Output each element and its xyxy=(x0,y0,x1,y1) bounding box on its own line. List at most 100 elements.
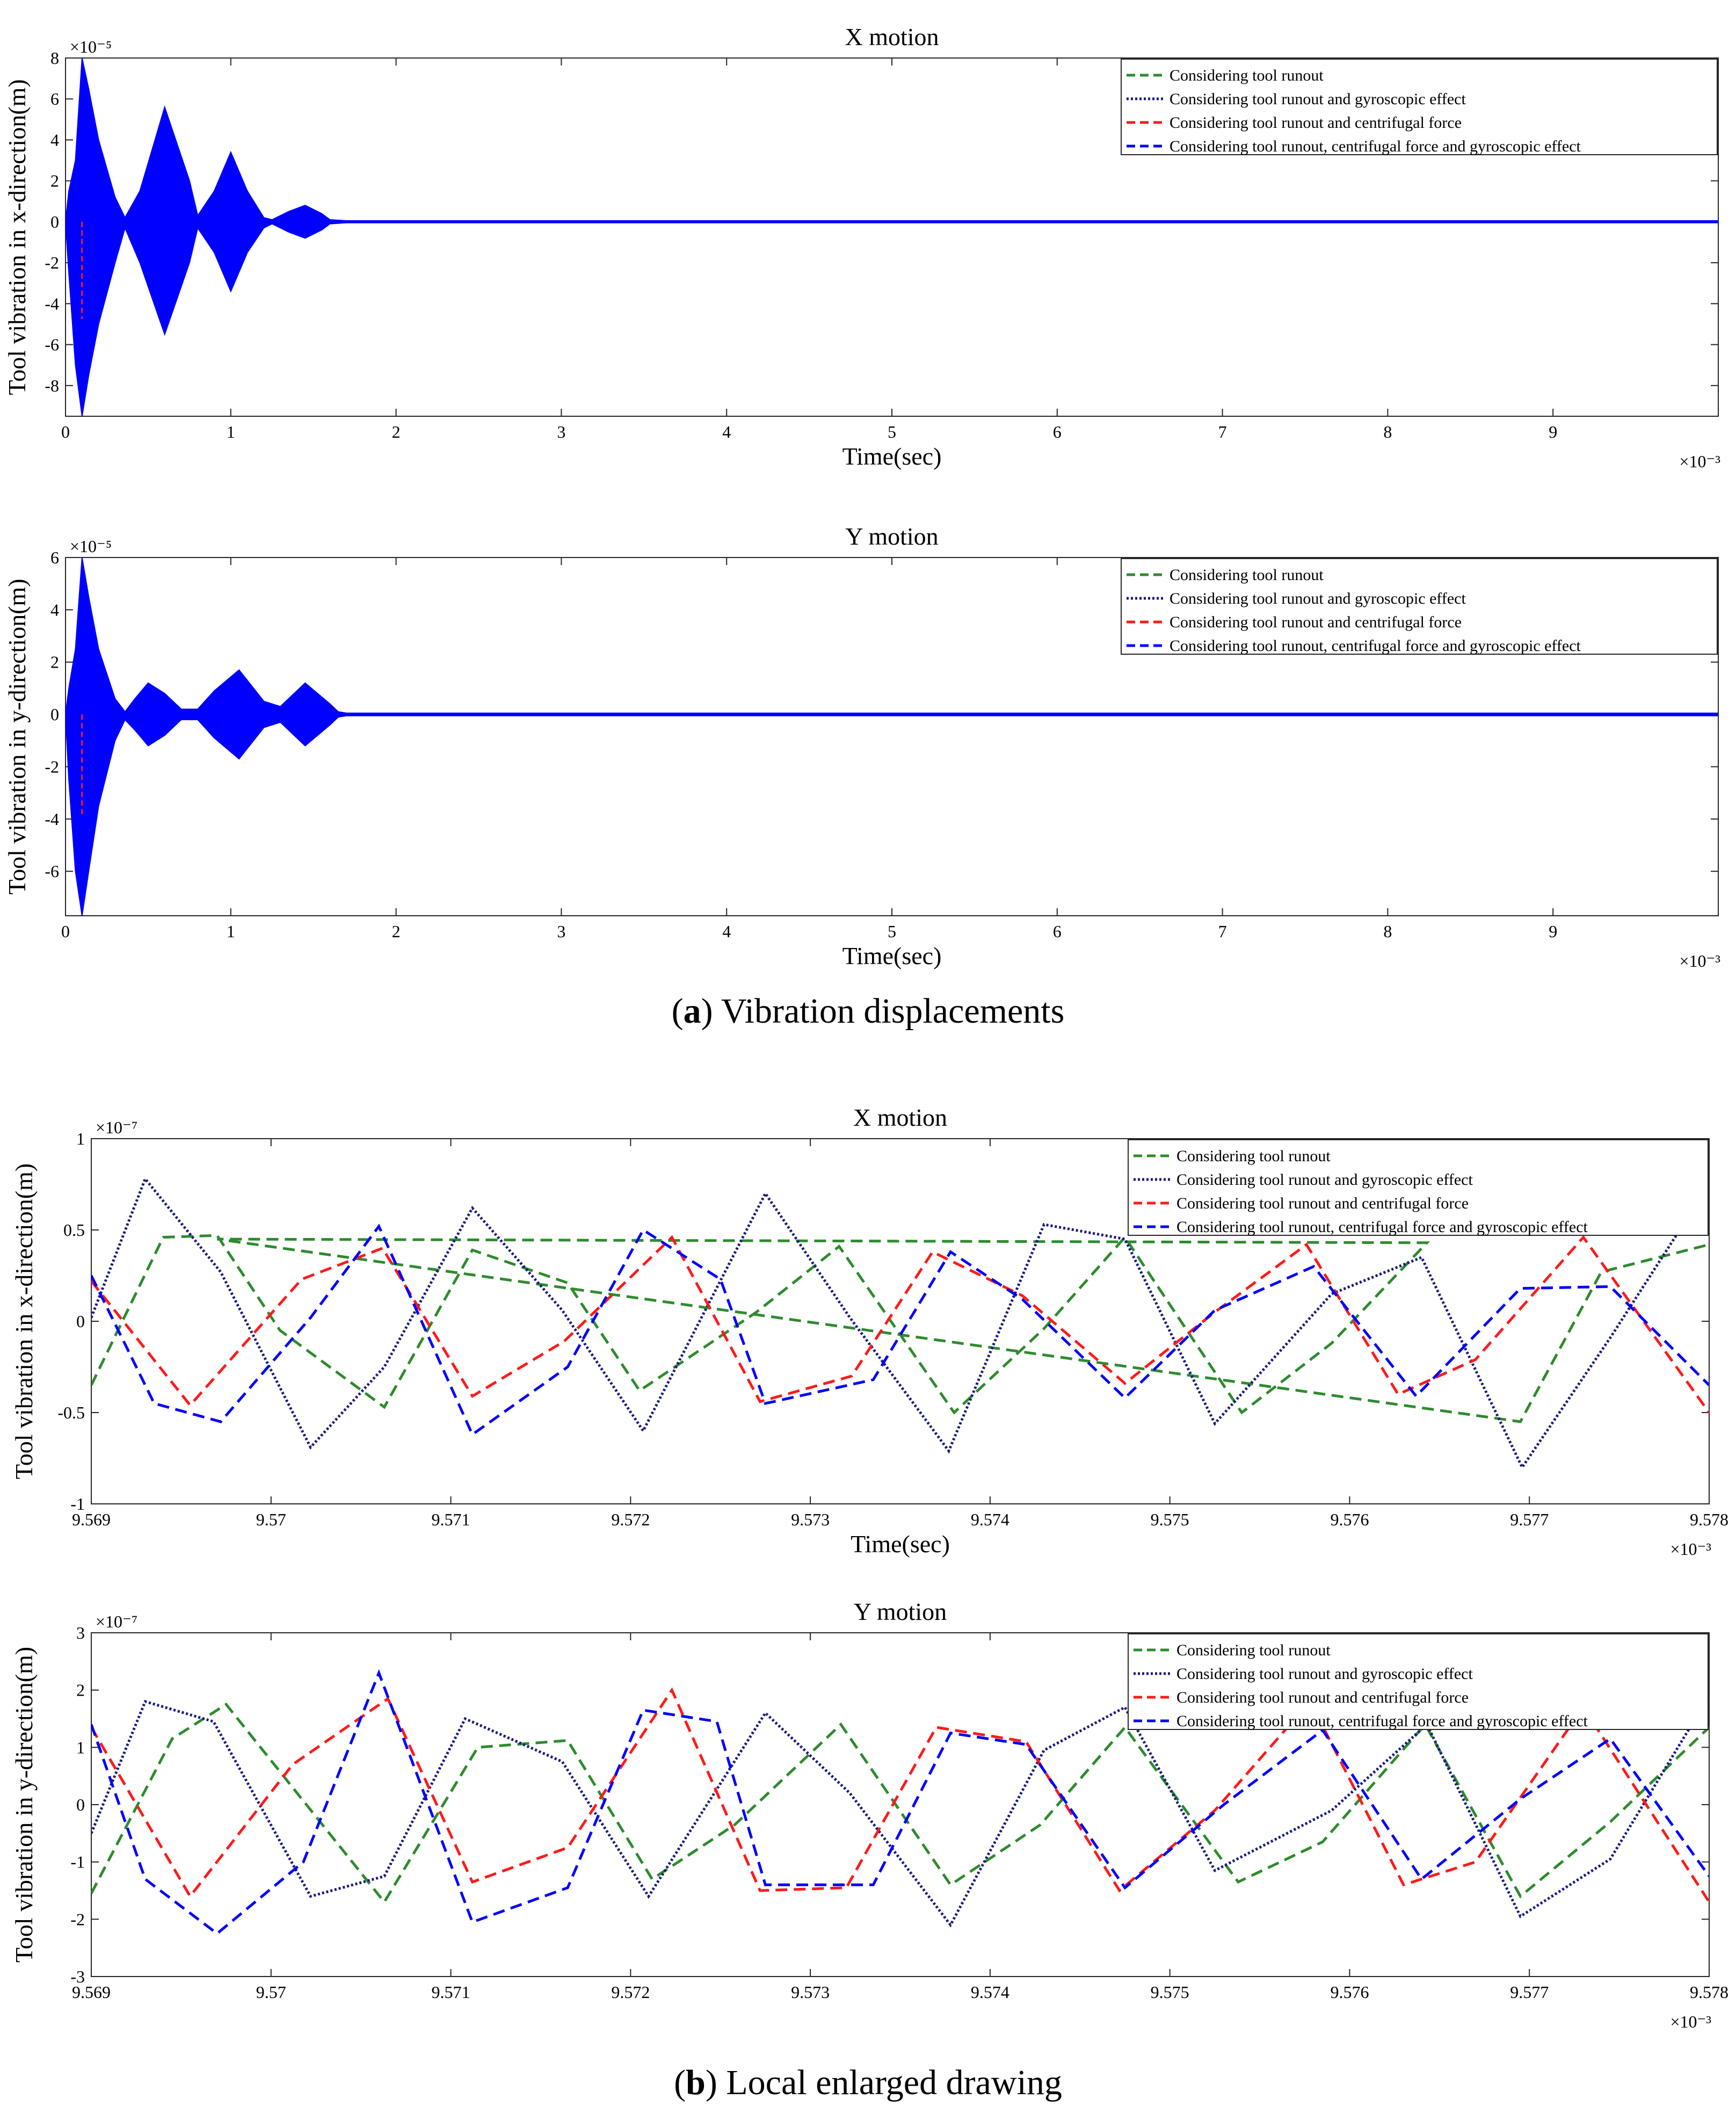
y-axis-label: Tool vibration in y-direction(m) xyxy=(10,1647,38,1963)
series-line-red xyxy=(91,1687,1709,1903)
legend-label: Considering tool runout xyxy=(1170,67,1324,84)
y-tick-label: -4 xyxy=(45,294,59,313)
chart-title: Y motion xyxy=(854,1598,947,1625)
x-tick-label: 9.577 xyxy=(1510,1510,1549,1529)
legend-label: Considering tool runout xyxy=(1176,1641,1331,1659)
x-multiplier: ×10⁻³ xyxy=(1679,951,1720,971)
y-tick-label: 1 xyxy=(76,1738,85,1757)
y-tick-label: -1 xyxy=(70,1852,85,1872)
y-tick-label: 0 xyxy=(50,212,59,231)
legend-box xyxy=(1128,1633,1709,1730)
legend-label: Considering tool runout and centrifugal … xyxy=(1176,1689,1469,1706)
legend-label: Considering tool runout, centrifugal for… xyxy=(1176,1712,1588,1730)
x-tick-label: 9.57 xyxy=(256,1510,286,1529)
legend-label: Considering tool runout and gyroscopic e… xyxy=(1170,590,1466,607)
x-tick-label: 9.573 xyxy=(791,1982,830,2002)
series-group xyxy=(66,58,1718,416)
x-tick-label: 7 xyxy=(1218,422,1227,441)
x-tick-label: 5 xyxy=(888,922,896,941)
chart-a-y: Y motion 0 1 2 3 4 5 6 7 8 9 -6 -4 -2 0 2 4 6 ×10⁻⁵ ×10⁻³ Ti… xyxy=(3,523,1720,971)
x-tick-label: 9.569 xyxy=(72,1510,111,1529)
legend-box xyxy=(1128,1139,1709,1236)
y-tick-label: -4 xyxy=(45,809,59,829)
x-axis-label: Time(sec) xyxy=(851,1530,950,1558)
x-tick-label: 9.577 xyxy=(1510,1982,1549,2002)
legend-label: Considering tool runout, centrifugal for… xyxy=(1176,1218,1588,1236)
x-tick-label: 8 xyxy=(1383,422,1392,441)
legend-label: Considering tool runout, centrifugal for… xyxy=(1170,637,1581,655)
x-tick-label: 4 xyxy=(722,922,731,941)
caption-a: (a) Vibration displacements xyxy=(671,991,1065,1031)
legend-label: Considering tool runout and centrifugal … xyxy=(1170,613,1462,631)
series-line-navy xyxy=(91,1176,1709,1470)
series-group xyxy=(66,558,1718,916)
series-line-green xyxy=(91,1234,1709,1423)
x-tick-label: 3 xyxy=(557,922,565,941)
y-tick-label: 0 xyxy=(50,705,59,724)
y-tick-label: 6 xyxy=(50,548,59,567)
x-tick-label: 1 xyxy=(227,922,235,941)
y-tick-label: -2 xyxy=(45,757,59,776)
y-tick-label: 2 xyxy=(50,653,59,672)
x-tick-label: 9.574 xyxy=(971,1510,1009,1529)
x-tick-label: 1 xyxy=(227,422,235,441)
y-tick-label: 0 xyxy=(76,1795,85,1814)
x-tick-label: 9.571 xyxy=(432,1510,470,1529)
legend-box xyxy=(1121,59,1718,155)
x-tick-label: 7 xyxy=(1218,922,1227,941)
chart-b-y: Y motion 9.569 9.57 9.571 9.572 9.573 9.574 9.5… xyxy=(10,1598,1728,2031)
y-tick-label: -1 xyxy=(70,1494,85,1514)
x-tick-label: 2 xyxy=(392,422,401,441)
x-tick-label: 4 xyxy=(722,422,731,441)
x-tick-label: 9.578 xyxy=(1690,1982,1728,2002)
x-tick-label: 9.57 xyxy=(256,1982,286,2002)
legend-label: Considering tool runout and gyroscopic e… xyxy=(1176,1665,1473,1683)
x-tick-label: 0 xyxy=(61,922,70,941)
legend-label: Considering tool runout xyxy=(1170,566,1324,584)
caption-a-letter: a xyxy=(683,991,701,1031)
chart-b-x: X motion 9.569 9.57 9.571 9.572 9.573 9.574 9.5… xyxy=(10,1104,1728,1559)
legend-label: Considering tool runout and centrifugal … xyxy=(1170,114,1462,132)
y-multiplier: ×10⁻⁷ xyxy=(96,1118,137,1137)
y-tick-label: 3 xyxy=(76,1623,85,1642)
y-tick-label: 4 xyxy=(50,130,59,149)
y-tick-label: 4 xyxy=(50,600,59,619)
y-tick-label: -8 xyxy=(45,376,59,395)
x-axis-label: Time(sec) xyxy=(842,443,942,470)
caption-a-text: Vibration displacements xyxy=(721,991,1065,1031)
x-tick-label: 9.575 xyxy=(1151,1982,1189,2002)
x-tick-label: 3 xyxy=(557,422,565,441)
y-tick-label: 2 xyxy=(76,1681,85,1700)
x-tick-label: 9.572 xyxy=(611,1510,650,1529)
x-tick-label: 9.574 xyxy=(971,1982,1009,2002)
legend-label: Considering tool runout, centrifugal for… xyxy=(1170,137,1581,155)
x-tick-label: 9 xyxy=(1549,922,1557,941)
x-tick-label: 9 xyxy=(1549,422,1557,441)
legend-label: Considering tool runout and centrifugal … xyxy=(1176,1195,1469,1212)
chart-title: Y motion xyxy=(845,523,938,550)
x-tick-label: 9.569 xyxy=(72,1982,111,2002)
x-tick-label: 9.576 xyxy=(1330,1982,1369,2002)
chart-a-x: X motion 0 1 2 3 4 5 6 7 8 9 -8 -6 -4 -2 0 2 4 6 8 ×10⁻⁵ ×10⁻… xyxy=(3,23,1720,471)
legend-label: Considering tool runout and gyroscopic e… xyxy=(1176,1171,1473,1189)
chart-title: X motion xyxy=(853,1104,947,1131)
y-multiplier: ×10⁻⁷ xyxy=(96,1612,137,1631)
series-group xyxy=(91,1176,1709,1470)
y-tick-label: 0.5 xyxy=(63,1220,85,1240)
y-tick-label: 2 xyxy=(50,171,59,191)
x-tick-label: 9.575 xyxy=(1151,1510,1189,1529)
legend-label: Considering tool runout xyxy=(1176,1147,1331,1165)
series-line-blue xyxy=(91,1669,1709,1936)
x-tick-label: 9.573 xyxy=(791,1510,830,1529)
y-multiplier: ×10⁻⁵ xyxy=(70,537,112,556)
x-tick-label: 9.571 xyxy=(432,1982,470,2002)
x-tick-label: 9.578 xyxy=(1690,1510,1728,1529)
x-multiplier: ×10⁻³ xyxy=(1670,2012,1711,2031)
y-axis-label: Tool vibration in x-direction(m) xyxy=(10,1163,38,1479)
y-axis-label: Tool vibration in x-direction(m) xyxy=(3,79,31,395)
vibration-envelope xyxy=(66,58,1718,416)
x-tick-label: 5 xyxy=(888,422,896,441)
x-tick-label: 9.572 xyxy=(611,1982,650,2002)
y-multiplier: ×10⁻⁵ xyxy=(70,37,112,56)
x-tick-label: 6 xyxy=(1053,922,1062,941)
